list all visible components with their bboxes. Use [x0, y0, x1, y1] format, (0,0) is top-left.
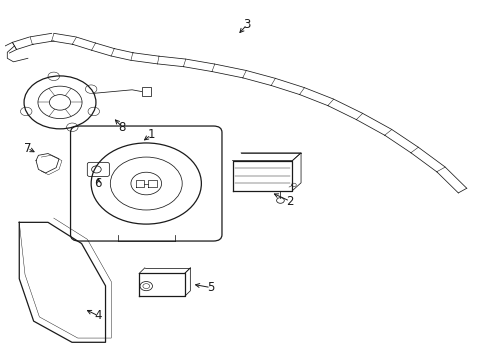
- Text: 6: 6: [94, 177, 102, 190]
- Text: 8: 8: [119, 121, 126, 134]
- Text: 7: 7: [23, 142, 31, 155]
- Text: 5: 5: [207, 281, 214, 294]
- Text: 1: 1: [147, 129, 155, 141]
- Text: 3: 3: [243, 18, 250, 31]
- Text: 4: 4: [94, 309, 102, 322]
- Text: 2: 2: [285, 195, 293, 208]
